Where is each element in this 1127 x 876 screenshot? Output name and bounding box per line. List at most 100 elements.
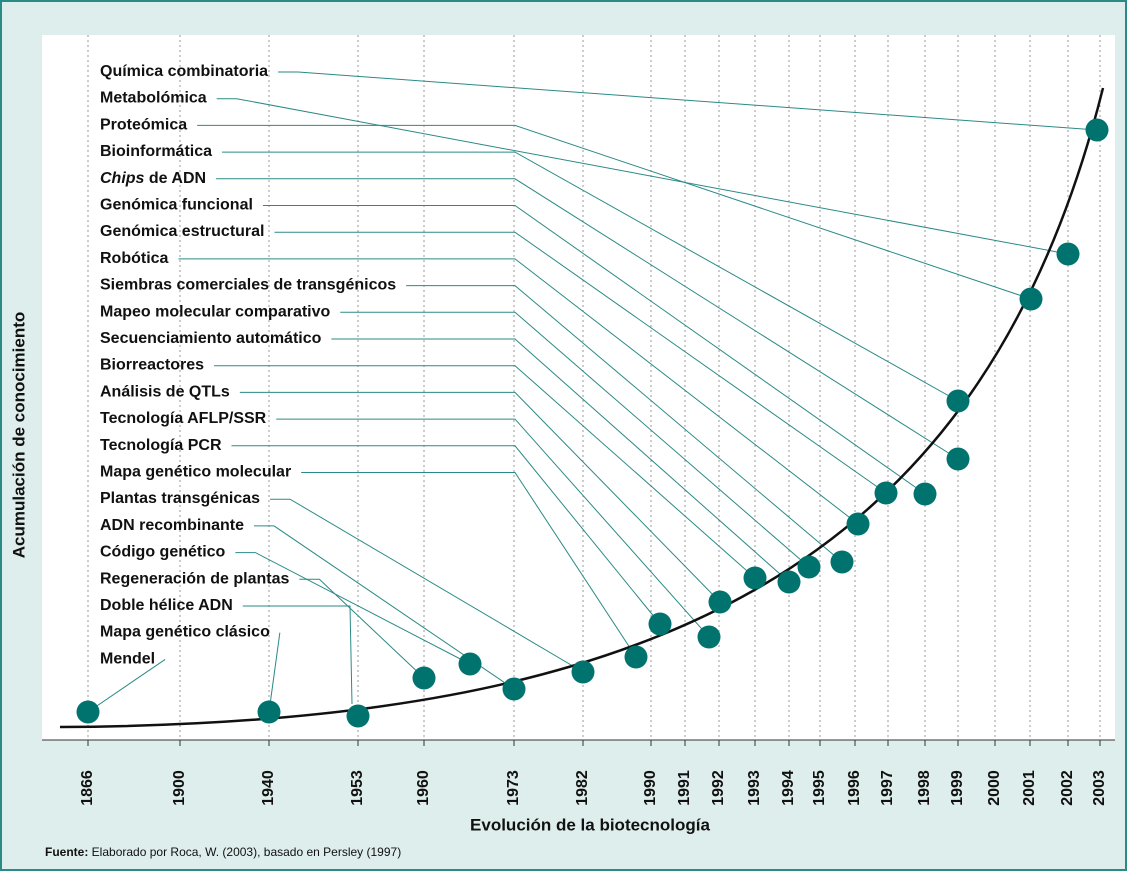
x-tick-label: 2003 — [1091, 770, 1108, 806]
connector — [268, 632, 281, 713]
connector — [274, 231, 887, 494]
event-label-text: Siembras comerciales de transgénicos — [100, 277, 396, 294]
event-label: Secuenciamiento automático — [100, 330, 322, 347]
event-label-text: Mendel — [100, 651, 155, 668]
connector — [340, 311, 810, 568]
event-label: Plantas transgénicas — [100, 490, 260, 507]
event-dot — [1056, 242, 1080, 266]
event-label: Tecnología AFLP/SSR — [100, 410, 267, 427]
event-label: Código genético — [100, 544, 226, 561]
event-label-text: Tecnología PCR — [100, 437, 222, 454]
event-label: Química combinatoria — [100, 63, 268, 80]
event-dot — [1085, 118, 1109, 142]
event-dot — [458, 652, 482, 676]
event-dot — [502, 677, 526, 701]
event-dot — [874, 481, 898, 505]
event-label: Regeneración de plantas — [100, 571, 289, 588]
event-label: Doble hélice ADN — [100, 597, 233, 614]
event-dot — [913, 482, 937, 506]
event-label: Proteómica — [100, 117, 187, 134]
connector — [331, 338, 790, 583]
event-label-text: Regeneración de plantas — [100, 571, 289, 588]
event-dot — [412, 666, 436, 690]
event-label: Genómica estructural — [100, 223, 265, 240]
connector — [299, 578, 425, 679]
event-label: Chips de ADN — [100, 170, 206, 187]
event-label-text: Robótica — [100, 250, 169, 267]
connector — [178, 258, 859, 525]
event-label-text: Proteómica — [100, 117, 187, 134]
event-dot — [946, 447, 970, 471]
event-dot — [624, 645, 648, 669]
connector — [216, 178, 959, 460]
connector — [262, 205, 926, 495]
event-label: Tecnología PCR — [100, 437, 222, 454]
growth-curve — [59, 87, 1105, 729]
event-label: Mapa genético clásico — [100, 624, 270, 641]
event-dot — [257, 700, 281, 724]
event-label-text: ADN recombinante — [100, 517, 244, 534]
event-label: Biorreactores — [100, 357, 204, 374]
x-tick-label: 1992 — [710, 770, 727, 806]
event-label-text: Plantas transgénicas — [100, 490, 260, 507]
x-tick-label: 1994 — [780, 770, 797, 806]
x-tick-label: 1995 — [811, 770, 828, 806]
event-dot — [76, 700, 100, 724]
event-label-italic: Chips — [100, 170, 145, 187]
x-tick-label: 1997 — [879, 770, 896, 806]
event-dot — [346, 704, 370, 728]
connector — [254, 525, 515, 690]
event-label: ADN recombinante — [100, 517, 244, 534]
event-label: Mendel — [100, 651, 155, 668]
event-label: Bioinformática — [100, 143, 212, 160]
event-label-text: Secuenciamiento automático — [100, 330, 322, 347]
connector — [239, 391, 721, 603]
x-tick-label: 1973 — [505, 770, 522, 806]
x-tick-label: 1866 — [79, 770, 96, 806]
x-tick-label: 1993 — [746, 770, 763, 806]
event-label-text: Doble hélice ADN — [100, 597, 233, 614]
event-dot — [697, 625, 721, 649]
source-text: Elaborado por Roca, W. (2003), basado en… — [88, 845, 401, 859]
event-label-text: Mapeo molecular comparativo — [100, 304, 331, 321]
connector — [242, 605, 353, 705]
event-dot — [777, 570, 801, 594]
event-label-text: Genómica estructural — [100, 223, 265, 240]
event-dot — [648, 612, 672, 636]
event-label: Mapa genético molecular — [100, 464, 291, 481]
connector — [216, 98, 1069, 255]
connector — [406, 285, 843, 563]
event-label-text: Biorreactores — [100, 357, 204, 374]
x-axis-title: Evolución de la biotecnología — [470, 815, 710, 834]
event-dot — [708, 590, 732, 614]
event-label-text: Análisis de QTLs — [100, 384, 230, 401]
event-label: Genómica funcional — [100, 197, 253, 214]
x-tick-label: 1900 — [171, 770, 188, 806]
connector — [235, 552, 471, 665]
connector — [87, 658, 166, 713]
connector — [270, 498, 584, 673]
event-label: Robótica — [100, 250, 169, 267]
plot-area — [42, 35, 1115, 740]
x-tick-label: 1991 — [676, 770, 693, 806]
connector — [301, 472, 637, 658]
x-tick-label: 2001 — [1021, 770, 1038, 806]
event-dot — [1019, 287, 1043, 311]
y-axis-title: Acumulación de conocimiento — [9, 312, 28, 559]
connector — [222, 151, 959, 402]
event-label-text: Genómica funcional — [100, 197, 253, 214]
event-label-text: Química combinatoria — [100, 63, 268, 80]
connector — [214, 365, 756, 579]
connector — [276, 418, 710, 638]
event-label-text: Bioinformática — [100, 143, 212, 160]
connector — [278, 71, 1098, 131]
connector — [231, 445, 661, 625]
event-label-text: Mapa genético molecular — [100, 464, 291, 481]
source: Fuente: Elaborado por Roca, W. (2003), b… — [45, 845, 401, 859]
x-tick-label: 1982 — [574, 770, 591, 806]
event-label: Análisis de QTLs — [100, 384, 230, 401]
x-tick-label: 1998 — [916, 770, 933, 806]
x-tick-label: 2002 — [1059, 770, 1076, 806]
event-label-text: de ADN — [144, 170, 206, 187]
